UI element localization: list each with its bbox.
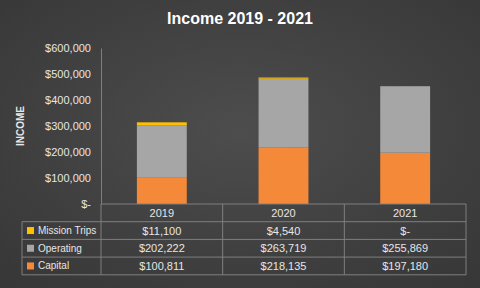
bar xyxy=(380,86,430,153)
legend-label: Capital xyxy=(38,260,69,271)
tick: $- xyxy=(81,198,101,210)
tick-label: $200,000 xyxy=(45,146,91,158)
axis-title: INCOME xyxy=(15,106,26,146)
table-line xyxy=(466,204,467,275)
series xyxy=(137,79,430,178)
bar xyxy=(380,153,430,204)
tick-label: $500,000 xyxy=(45,68,91,80)
category-label: 2021 xyxy=(393,207,417,219)
tick: $100,000 xyxy=(45,172,101,184)
bar xyxy=(259,78,309,79)
bar xyxy=(259,147,309,204)
bar xyxy=(137,125,187,178)
table-value: $202,222 xyxy=(139,242,185,254)
table-line xyxy=(101,204,102,275)
table-line xyxy=(22,257,466,258)
bars xyxy=(137,78,430,204)
legend-label: Mission Trips xyxy=(38,225,96,236)
table-line xyxy=(22,239,466,240)
tick-label: $600,000 xyxy=(45,42,91,54)
legend-label: Operating xyxy=(38,243,82,254)
tick: $600,000 xyxy=(45,42,101,54)
table-line xyxy=(222,204,223,275)
legend-key xyxy=(27,227,34,234)
tick-label: $- xyxy=(81,198,91,210)
table-line xyxy=(101,204,466,205)
legend-key xyxy=(27,245,34,252)
bar xyxy=(380,86,430,87)
tick: $400,000 xyxy=(45,94,101,106)
table-value: $11,100 xyxy=(142,225,181,237)
data-table: 2019 2020 2021 Mission Trips $11,100 $4,540 $-… xyxy=(22,204,466,275)
tick-label: $300,000 xyxy=(45,120,91,132)
tick: $300,000 xyxy=(45,120,101,132)
axis-line xyxy=(101,49,102,205)
table-line xyxy=(22,274,466,275)
series xyxy=(137,78,309,126)
tick: $500,000 xyxy=(45,68,101,80)
bar xyxy=(137,122,187,125)
table-value: $255,869 xyxy=(382,242,428,254)
chart: Income 2019 - 2021 INCOME $- $100,000 $200,0… xyxy=(0,0,480,288)
table-line xyxy=(22,222,23,275)
tick-label: $400,000 xyxy=(45,94,91,106)
table-value: $197,180 xyxy=(382,260,428,272)
bar xyxy=(259,79,309,148)
table-value: $4,540 xyxy=(267,225,301,237)
tick: $200,000 xyxy=(45,146,101,158)
table-value: $100,811 xyxy=(139,260,184,272)
table-value: $263,719 xyxy=(261,242,307,254)
title: Income 2019 - 2021 xyxy=(167,10,313,27)
legend-key xyxy=(27,262,34,269)
table-value: $218,135 xyxy=(261,260,307,272)
background xyxy=(0,0,480,288)
y-axis: $- $100,000 $200,000 $300,000 $400,000 $500,0… xyxy=(45,42,101,210)
tick-label: $100,000 xyxy=(45,172,91,184)
table-line xyxy=(344,204,345,275)
category-label: 2019 xyxy=(150,207,174,219)
category-label: 2020 xyxy=(271,207,295,219)
table-value: $- xyxy=(400,225,410,237)
bar xyxy=(137,178,187,204)
table-line xyxy=(22,221,466,222)
